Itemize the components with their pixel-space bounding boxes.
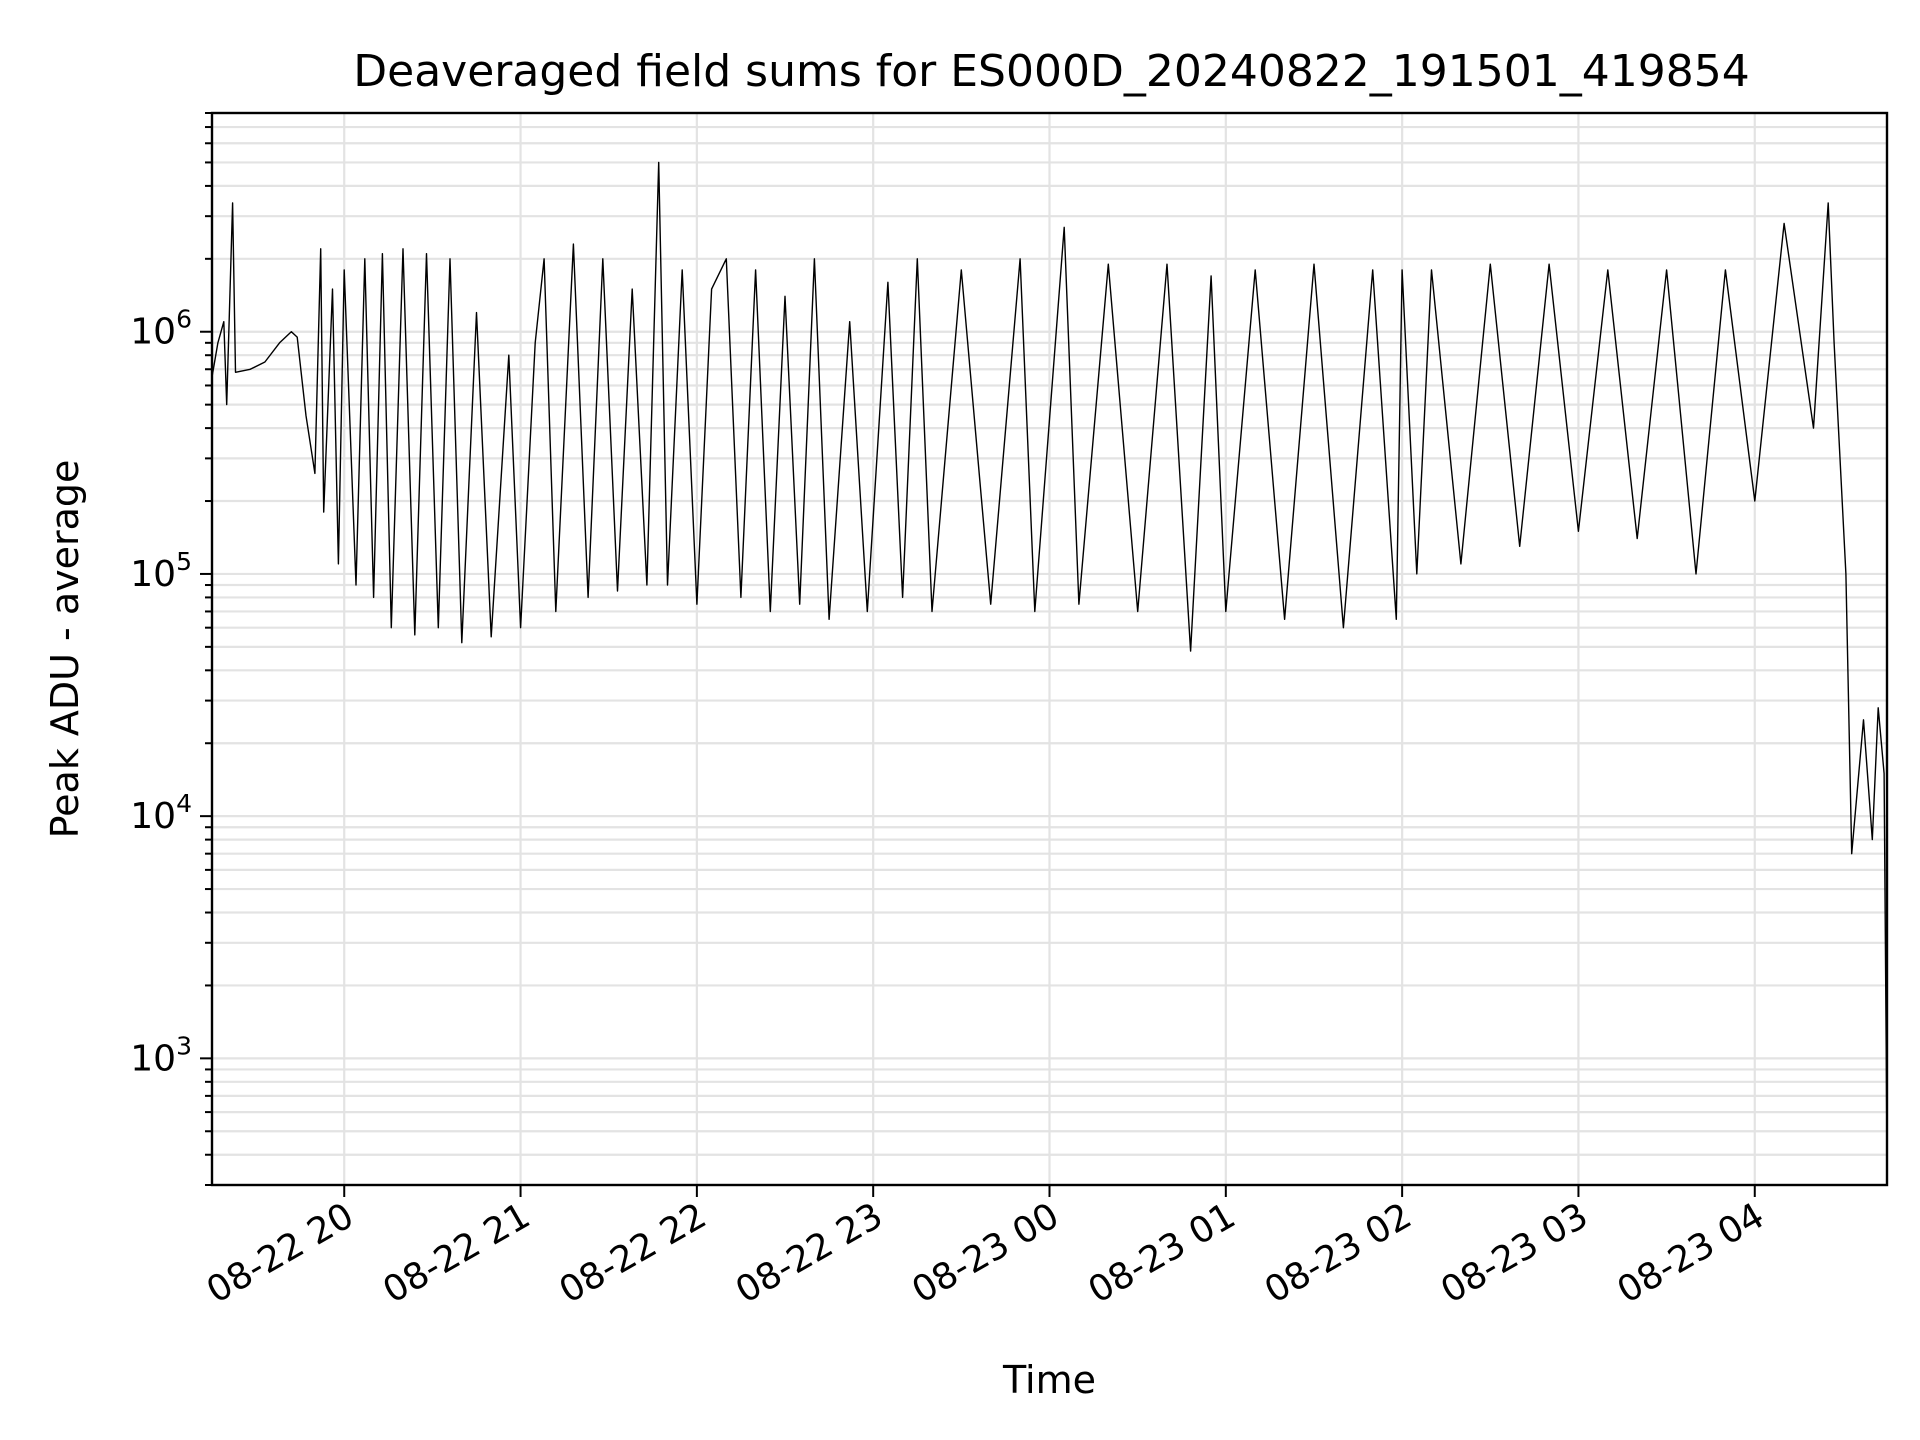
y-tick-label: 105: [130, 547, 192, 595]
x-tick-label: 08-22 21: [376, 1195, 537, 1311]
x-tick-label: 08-23 02: [1258, 1195, 1419, 1311]
y-tick-label: 104: [130, 789, 192, 837]
series-line: [211, 161, 1888, 1155]
x-tick-label: 08-23 00: [905, 1195, 1066, 1311]
x-tick-label: 08-22 20: [200, 1195, 361, 1311]
x-tick-label: 08-22 23: [729, 1195, 890, 1311]
y-tick-label: 106: [130, 305, 192, 353]
x-tick-label: 08-23 03: [1434, 1195, 1595, 1311]
series-layer: [211, 161, 1888, 1155]
x-tick-label: 08-22 22: [553, 1195, 714, 1311]
y-axis-label: Peak ADU - average: [43, 460, 87, 839]
chart-title: Deaveraged field sums for ES000D_2024082…: [353, 46, 1749, 97]
y-tick-label: 103: [130, 1031, 192, 1079]
x-tick-label: 08-23 04: [1611, 1195, 1772, 1311]
x-axis-label: Time: [1002, 1358, 1096, 1402]
grid: [212, 111, 1887, 1187]
x-tick-label: 08-23 01: [1082, 1195, 1243, 1311]
